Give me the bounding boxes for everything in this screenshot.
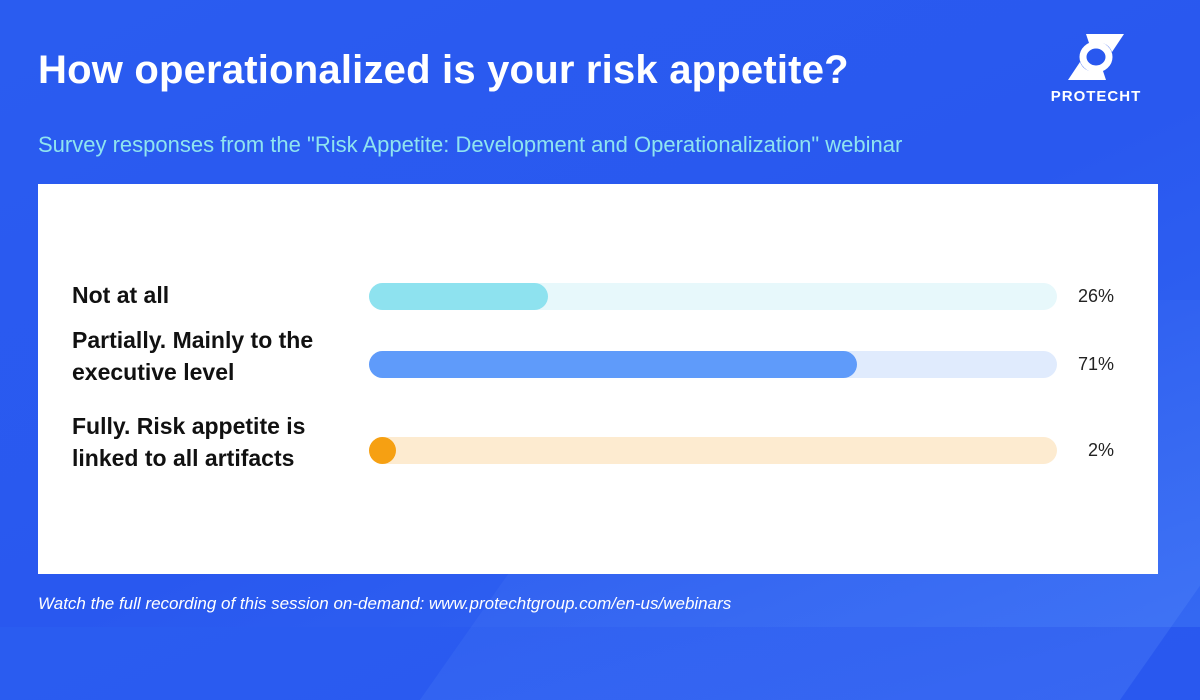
protecht-logo-text: PROTECHT [1050,88,1142,105]
bar-track [369,283,1057,310]
category-label: Fully. Risk appetite is linked to all ar… [72,413,306,471]
category-label: Partially. Mainly to the executive level [72,327,314,385]
value-label: 71% [1077,354,1114,374]
category-label: Not at all [72,282,170,308]
bar-track [369,437,1057,464]
value-label: 2% [1087,440,1114,460]
bar-track [369,351,1057,378]
bar [369,283,548,310]
bar [369,437,396,464]
protecht-logo: PROTECHT [1036,30,1156,110]
chart-panel: Not at all 26% Partially. Mainly to the ex… [38,184,1158,574]
protecht-logo-icon [1068,34,1124,80]
bar [369,351,857,378]
footer-note: Watch the full recording of this session… [38,594,732,613]
value-label: 26% [1077,286,1114,306]
page-title: How operationalized is your risk appetit… [38,48,849,92]
page-subtitle: Survey responses from the "Risk Appetite… [38,132,903,157]
